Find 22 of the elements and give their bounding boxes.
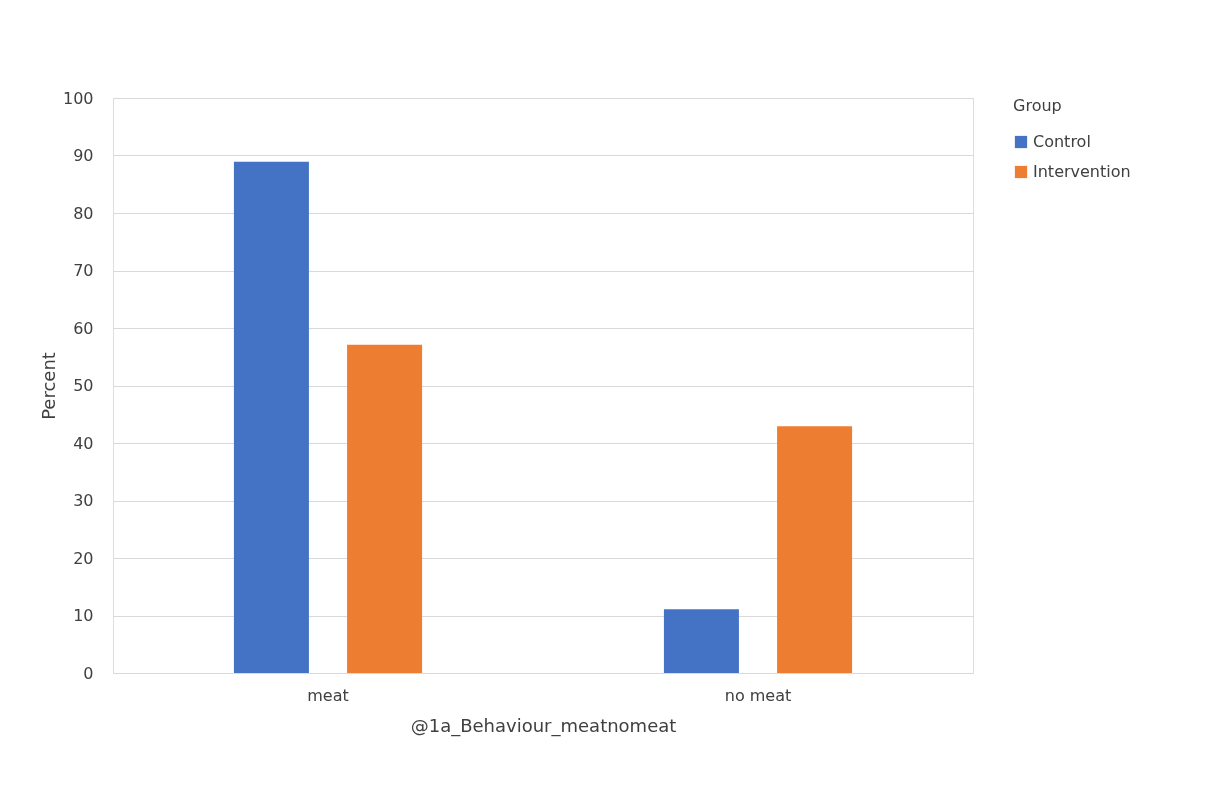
y-tick-label: 50	[73, 376, 94, 395]
y-tick-label: 40	[73, 433, 94, 453]
bar	[233, 161, 309, 673]
x-tick-label: meat	[307, 685, 349, 705]
bar	[663, 609, 739, 673]
y-tick-label: 80	[73, 203, 94, 223]
y-tick-label: 0	[83, 663, 94, 683]
legend-label: Intervention	[1033, 162, 1131, 181]
y-tick-label: 60	[73, 318, 94, 338]
y-axis-title: Percent	[37, 352, 59, 420]
y-tick-label: 10	[73, 606, 94, 625]
legend-title: Group	[1013, 96, 1062, 115]
y-tick-label: 90	[73, 146, 94, 165]
y-tick-label: 100	[62, 88, 94, 108]
bar	[347, 344, 423, 673]
x-tick-label: no meat	[724, 685, 792, 705]
bar	[777, 426, 853, 673]
y-tick-label: 30	[73, 491, 94, 510]
legend-label: Control	[1033, 132, 1091, 151]
y-tick-label: 70	[73, 261, 94, 280]
x-axis-title: @1a_Behaviour_meatnomeat	[410, 714, 677, 737]
y-tick-label: 20	[73, 548, 94, 568]
